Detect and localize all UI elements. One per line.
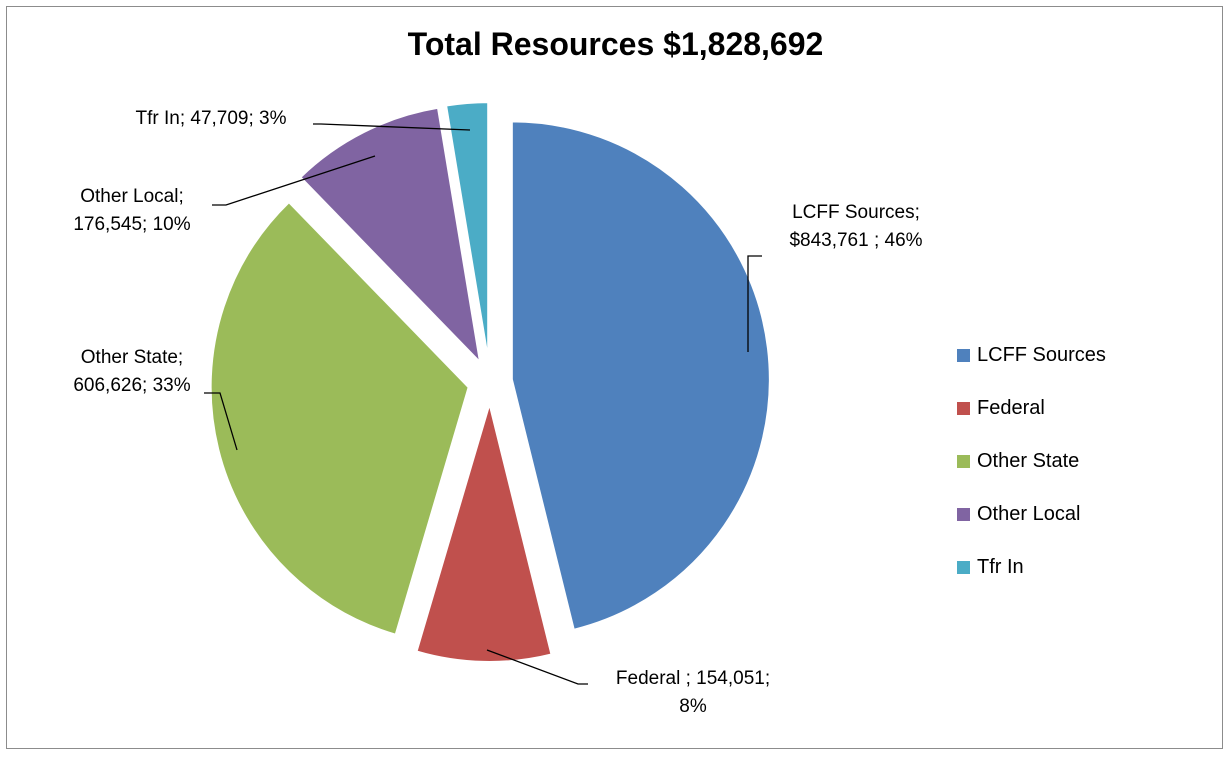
data-label-lcff-sources: LCFF Sources; $843,761 ; 46% — [789, 202, 922, 251]
pie-slice-federal — [415, 400, 553, 663]
leader-line — [747, 255, 762, 352]
legend-item: Tfr In — [957, 554, 1106, 580]
legend-item: Other State — [957, 448, 1106, 474]
legend-swatch — [957, 454, 970, 468]
pie-slice-lcff-sources — [510, 120, 771, 632]
legend-item: LCFF Sources — [957, 342, 1106, 368]
legend-label: Other State — [977, 449, 1080, 472]
leader-line — [212, 155, 376, 206]
pie-slice-other-state — [209, 200, 470, 636]
data-label-other-state: Other State; 606,626; 33% — [73, 347, 190, 396]
leader-line — [313, 123, 471, 131]
chart-legend: LCFF Sources Federal Other State Other Loca… — [957, 342, 1106, 607]
legend-swatch — [957, 560, 970, 574]
pie-slice-tfr-in — [444, 101, 490, 361]
chart-title: Total Resources $1,828,692 — [407, 26, 824, 62]
legend-swatch — [957, 401, 970, 415]
legend-swatch — [957, 348, 970, 362]
legend-label: Federal — [977, 396, 1045, 419]
leader-line — [204, 392, 238, 451]
legend-item: Other Local — [957, 501, 1106, 527]
legend-item: Federal — [957, 395, 1106, 421]
leader-line — [486, 649, 588, 685]
legend-swatch — [957, 507, 970, 521]
legend-label: LCFF Sources — [977, 343, 1106, 366]
data-label-tfr-in: Tfr In; 47,709; 3% — [135, 108, 286, 129]
pie-slice-other-local — [298, 106, 482, 366]
legend-label: Other Local — [977, 502, 1081, 525]
data-label-other-local: Other Local; 176,545; 10% — [73, 186, 190, 235]
data-label-federal: Federal ; 154,051; 8% — [616, 668, 770, 717]
legend-label: Tfr In — [977, 555, 1024, 578]
